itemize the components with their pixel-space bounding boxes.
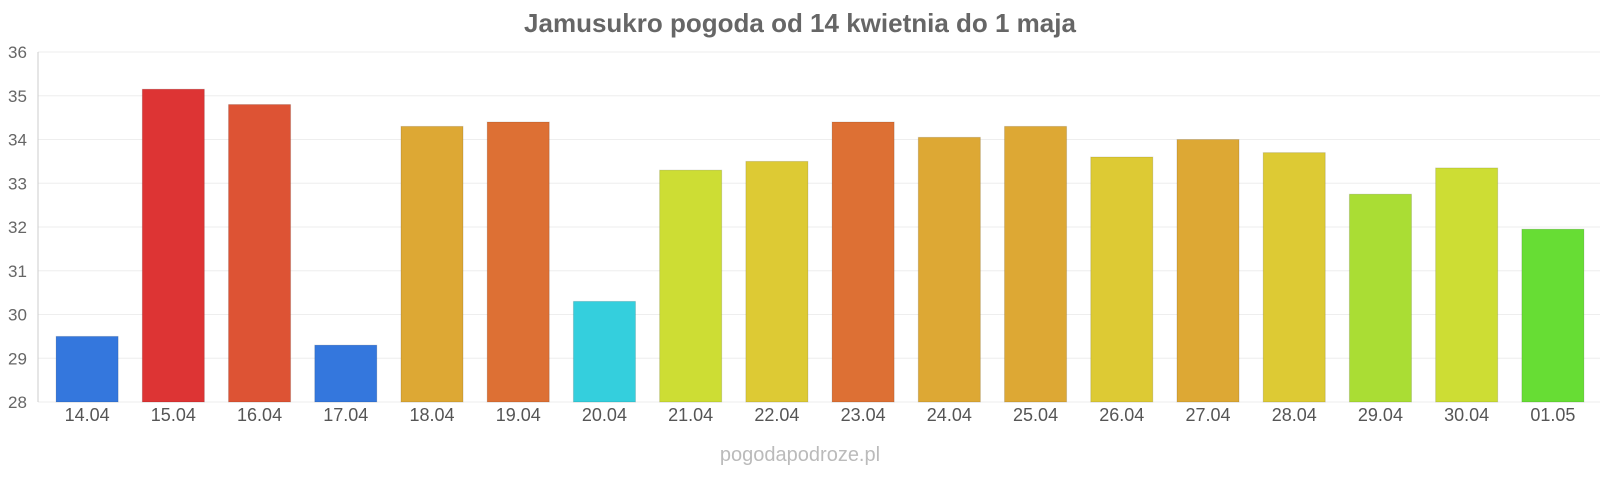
x-tick-label: 17.04	[323, 405, 368, 425]
y-tick-label: 31	[8, 262, 27, 281]
bar-29.04	[1348, 193, 1412, 403]
y-axis-ticks: 28 29 30 31 32 33 34 35 36	[8, 43, 27, 412]
x-tick-label: 24.04	[927, 405, 972, 425]
x-tick-label: 21.04	[668, 405, 713, 425]
bar-22.04	[745, 160, 809, 403]
x-tick-label: 01.05	[1530, 405, 1575, 425]
y-tick-label: 33	[8, 174, 27, 193]
y-tick-label: 36	[8, 43, 27, 62]
bar-15.04	[141, 88, 205, 403]
x-tick-label: 29.04	[1358, 405, 1403, 425]
bar-30.04	[1435, 167, 1499, 403]
x-tick-label: 25.04	[1013, 405, 1058, 425]
x-tick-label: 14.04	[65, 405, 110, 425]
y-tick-label: 28	[8, 393, 27, 412]
x-axis-ticks: 14.04 15.04 16.04 17.04 18.04 19.04 20.04 21.04…	[65, 405, 1576, 425]
y-tick-label: 29	[8, 349, 27, 368]
grid-lines	[38, 51, 1600, 403]
x-tick-label: 16.04	[237, 405, 282, 425]
bar-26.04	[1090, 156, 1154, 403]
x-tick-label: 18.04	[409, 405, 454, 425]
bar-16.04	[228, 104, 292, 403]
y-tick-label: 35	[8, 87, 27, 106]
x-tick-label: 28.04	[1272, 405, 1317, 425]
watermark: pogodapodroze.pl	[720, 444, 880, 466]
bar-20.04	[572, 300, 636, 403]
x-tick-label: 30.04	[1444, 405, 1489, 425]
x-tick-label: 20.04	[582, 405, 627, 425]
bar-21.04	[659, 169, 723, 403]
bar-23.04	[831, 121, 895, 403]
x-tick-label: 23.04	[841, 405, 886, 425]
y-tick-label: 30	[8, 306, 27, 325]
bar-18.04	[400, 125, 464, 403]
x-tick-label: 26.04	[1099, 405, 1144, 425]
bar-25.04	[1004, 125, 1068, 403]
bar-19.04	[486, 121, 550, 403]
y-tick-label: 34	[8, 131, 27, 150]
bar-27.04	[1176, 139, 1240, 403]
chart-title: Jamusukro pogoda od 14 kwietnia do 1 maj…	[524, 8, 1076, 38]
x-tick-label: 27.04	[1185, 405, 1230, 425]
bar-24.04	[917, 136, 981, 403]
bars	[55, 88, 1585, 403]
x-tick-label: 15.04	[151, 405, 196, 425]
bar-01.05	[1521, 228, 1585, 403]
bar-14.04	[55, 335, 119, 403]
bar-17.04	[314, 344, 378, 403]
y-tick-label: 32	[8, 218, 27, 237]
bar-28.04	[1262, 152, 1326, 403]
x-tick-label: 22.04	[754, 405, 799, 425]
x-tick-label: 19.04	[496, 405, 541, 425]
